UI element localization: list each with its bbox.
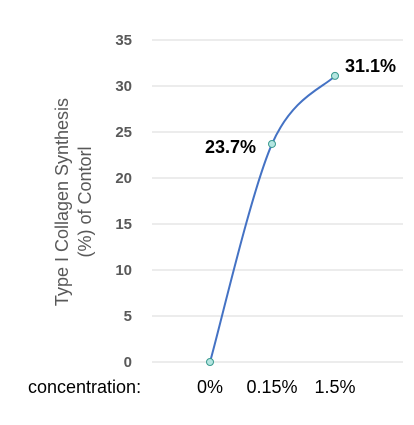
y-tick-label: 20	[115, 170, 132, 187]
x-tick-label: 0.15%	[246, 377, 297, 397]
y-tick-label: 0	[124, 354, 132, 371]
y-tick-label: 35	[115, 32, 132, 49]
x-axis-title: concentration:	[28, 377, 141, 397]
y-axis-title-line1: Type I Collagen Synthesis	[52, 98, 72, 306]
y-axis-title-line2: (%) of Contorl	[75, 146, 95, 257]
series-line	[209, 75, 336, 363]
y-axis-ticks: 0 5 10 15 20 25 30 35	[115, 32, 132, 371]
data-label: 31.1%	[345, 56, 396, 76]
x-axis-ticks: 0% 0.15% 1.5%	[197, 377, 356, 397]
x-tick-label: 1.5%	[314, 377, 355, 397]
y-tick-label: 10	[115, 262, 132, 279]
data-point	[268, 139, 276, 148]
data-markers	[206, 71, 339, 366]
y-tick-label: 15	[115, 216, 132, 233]
x-tick-label: 0%	[197, 377, 223, 397]
data-label: 23.7%	[205, 137, 256, 157]
y-tick-label: 25	[115, 124, 132, 141]
data-point	[206, 358, 214, 366]
y-tick-label: 5	[124, 308, 132, 325]
data-labels: 23.7% 31.1%	[205, 56, 396, 157]
data-point	[331, 71, 339, 80]
gridlines	[152, 39, 403, 363]
y-tick-label: 30	[115, 78, 132, 95]
